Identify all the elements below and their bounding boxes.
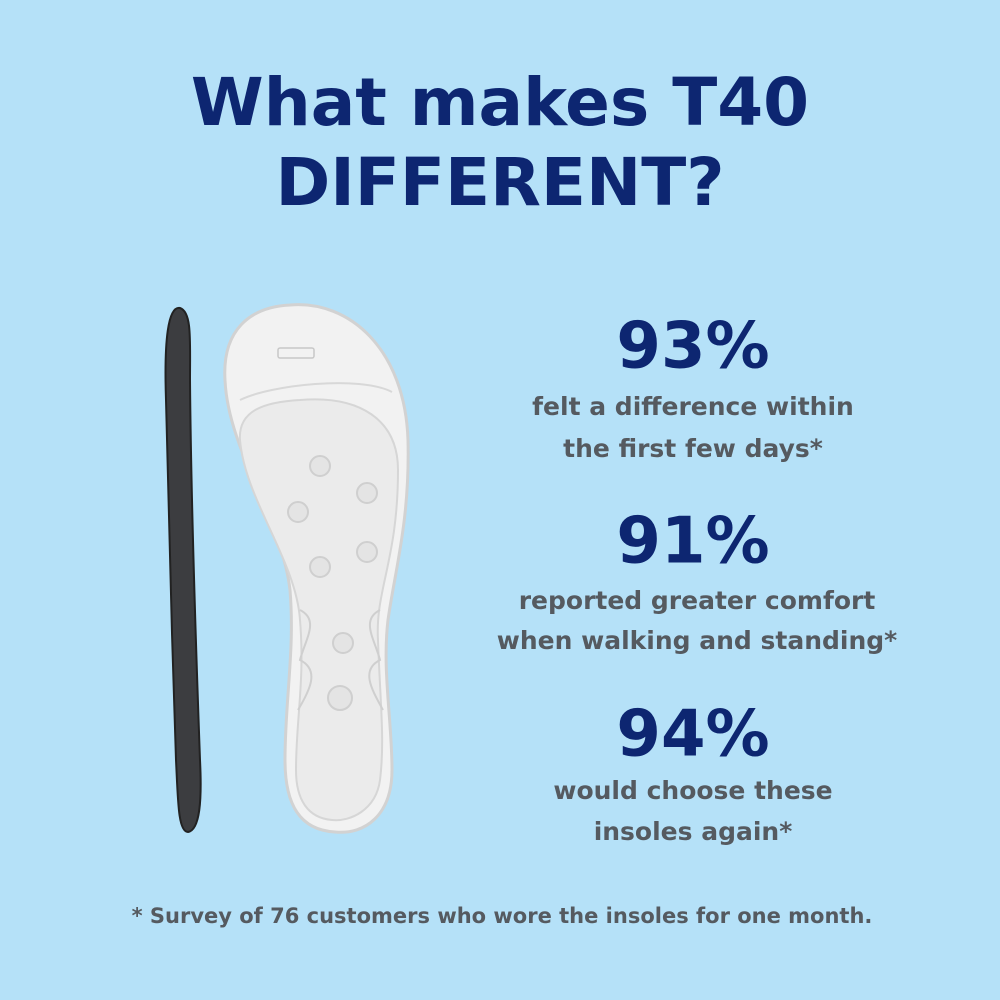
stat-value: 93%	[616, 310, 769, 384]
stat-text: insoles again*	[594, 817, 793, 846]
stat-text: felt a difference within	[532, 392, 854, 421]
stat-value: 94%	[616, 698, 769, 772]
insole-side	[164, 307, 202, 834]
insole-top	[223, 303, 410, 834]
footnote: * Survey of 76 customers who wore the in…	[132, 904, 873, 928]
title-line: What makes T40	[191, 64, 809, 141]
stat-text: the first few days*	[563, 434, 823, 463]
title-line: DIFFERENT?	[275, 144, 724, 221]
stat-text: would choose these	[553, 776, 832, 805]
stat-text: reported greater comfort	[519, 586, 876, 615]
stat-value: 91%	[616, 505, 769, 579]
stat-text: when walking and standing*	[497, 626, 897, 655]
